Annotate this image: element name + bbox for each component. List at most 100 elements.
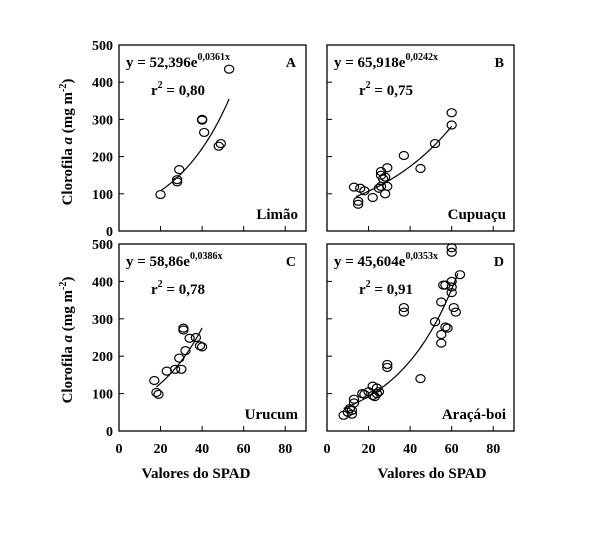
data-point bbox=[348, 394, 360, 404]
equation-label: y = 45,604e0,0353x bbox=[334, 251, 438, 270]
data-point bbox=[440, 322, 451, 332]
species-name: Cupuaçu bbox=[448, 207, 506, 223]
data-point bbox=[223, 64, 235, 74]
data-point bbox=[180, 345, 191, 356]
data-point bbox=[178, 323, 189, 333]
data-point bbox=[429, 138, 441, 149]
data-point bbox=[398, 307, 410, 317]
panel-frame bbox=[326, 44, 515, 232]
y-tick-label: 300 bbox=[92, 113, 113, 128]
species-name: Urucum bbox=[245, 407, 299, 423]
r-value: = 0,91 bbox=[371, 282, 413, 298]
fit-curve bbox=[343, 273, 459, 409]
data-point bbox=[379, 172, 391, 182]
equation-base: y = 65,918e bbox=[334, 55, 406, 71]
x-tick-label: 0 bbox=[116, 442, 123, 457]
equation-exponent: 0,0386x bbox=[190, 251, 223, 262]
data-point bbox=[348, 398, 360, 408]
data-point bbox=[398, 302, 410, 313]
data-point bbox=[446, 243, 457, 253]
fit-curve bbox=[156, 327, 203, 388]
data-point bbox=[194, 341, 206, 351]
panel-frame bbox=[118, 243, 307, 432]
y-tick-label: 400 bbox=[92, 275, 113, 290]
data-point bbox=[382, 359, 393, 370]
y-axis-label-bottom: Clorofila a (mg m-2) bbox=[58, 277, 76, 404]
r-value: = 0,80 bbox=[163, 83, 205, 99]
data-point bbox=[178, 325, 189, 335]
data-point bbox=[171, 177, 183, 187]
data-point bbox=[450, 307, 462, 317]
data-point bbox=[382, 362, 393, 373]
fit-curve bbox=[160, 98, 230, 192]
x-tick-label: 40 bbox=[195, 442, 209, 457]
panel-frame bbox=[118, 44, 307, 232]
y-tick-label: 0 bbox=[106, 225, 113, 240]
x-tick-label: 80 bbox=[486, 442, 500, 457]
data-point bbox=[190, 332, 202, 343]
x-tick-label: 60 bbox=[445, 442, 459, 457]
data-point bbox=[454, 270, 466, 280]
data-point bbox=[436, 338, 447, 348]
y-tick-label: 500 bbox=[92, 39, 113, 54]
data-point bbox=[448, 302, 459, 313]
data-point bbox=[436, 297, 447, 307]
r-value: = 0,78 bbox=[163, 282, 205, 298]
y-tick-label: 200 bbox=[92, 350, 113, 365]
data-point bbox=[346, 409, 358, 419]
panel-letter: C bbox=[286, 255, 296, 270]
y-tick-label: 0 bbox=[106, 425, 113, 440]
data-point bbox=[382, 181, 393, 191]
y-tick-label: 300 bbox=[92, 313, 113, 328]
data-point bbox=[377, 174, 389, 184]
data-point bbox=[446, 247, 457, 257]
r-value: = 0,75 bbox=[371, 83, 413, 99]
panel-c: 0 100 200 300 400 500 0 20 40 60 80 y = 58,86e0,038… bbox=[92, 238, 307, 457]
data-point bbox=[373, 387, 385, 397]
panel-letter: D bbox=[494, 255, 504, 270]
data-point bbox=[184, 333, 195, 343]
y-tick-label: 500 bbox=[92, 238, 113, 253]
equation-base: y = 58,86e bbox=[126, 254, 190, 270]
panel-d: 0 20 40 60 80 y = 45,604e0,0353x r2 = 0,91 D Ara… bbox=[324, 243, 515, 457]
x-axis-label-right: Valores do SPAD bbox=[378, 466, 487, 482]
x-tick-label: 20 bbox=[362, 442, 376, 457]
species-name: Araçá-boi bbox=[442, 407, 506, 423]
data-point bbox=[415, 163, 426, 174]
data-point bbox=[367, 192, 378, 203]
data-point bbox=[215, 138, 227, 149]
data-point bbox=[176, 364, 187, 374]
r-symbol: r bbox=[359, 83, 366, 99]
y-axis-label-top: Clorofila a (mg m-2) bbox=[58, 79, 76, 206]
panel-letter: B bbox=[495, 56, 504, 71]
data-point bbox=[436, 329, 447, 340]
data-point bbox=[151, 387, 162, 398]
r-squared-label: r2 = 0,91 bbox=[359, 279, 413, 298]
data-point bbox=[352, 196, 364, 206]
data-point bbox=[198, 127, 210, 138]
data-point bbox=[415, 374, 426, 384]
data-point bbox=[446, 276, 457, 286]
fit-curve bbox=[355, 125, 453, 198]
x-tick-label: 40 bbox=[403, 442, 417, 457]
x-tick-label: 80 bbox=[278, 442, 292, 457]
r-exponent: 2 bbox=[366, 279, 371, 290]
equation-exponent: 0,0361x bbox=[197, 52, 230, 63]
data-point bbox=[169, 364, 181, 374]
r-squared-label: r2 = 0,75 bbox=[359, 80, 413, 99]
x-tick-label: 60 bbox=[237, 442, 251, 457]
data-point bbox=[382, 163, 393, 173]
data-point bbox=[446, 108, 457, 118]
equation-base: y = 52,396e bbox=[126, 55, 198, 71]
data-point bbox=[429, 317, 441, 327]
data-point bbox=[359, 186, 370, 196]
r-exponent: 2 bbox=[158, 279, 163, 290]
equation-exponent: 0,0242x bbox=[405, 52, 438, 63]
data-point bbox=[196, 114, 208, 125]
data-point bbox=[213, 141, 224, 151]
species-name: Limão bbox=[256, 207, 298, 223]
y-tick-label: 200 bbox=[92, 151, 113, 166]
y-tick-label: 100 bbox=[92, 388, 113, 403]
